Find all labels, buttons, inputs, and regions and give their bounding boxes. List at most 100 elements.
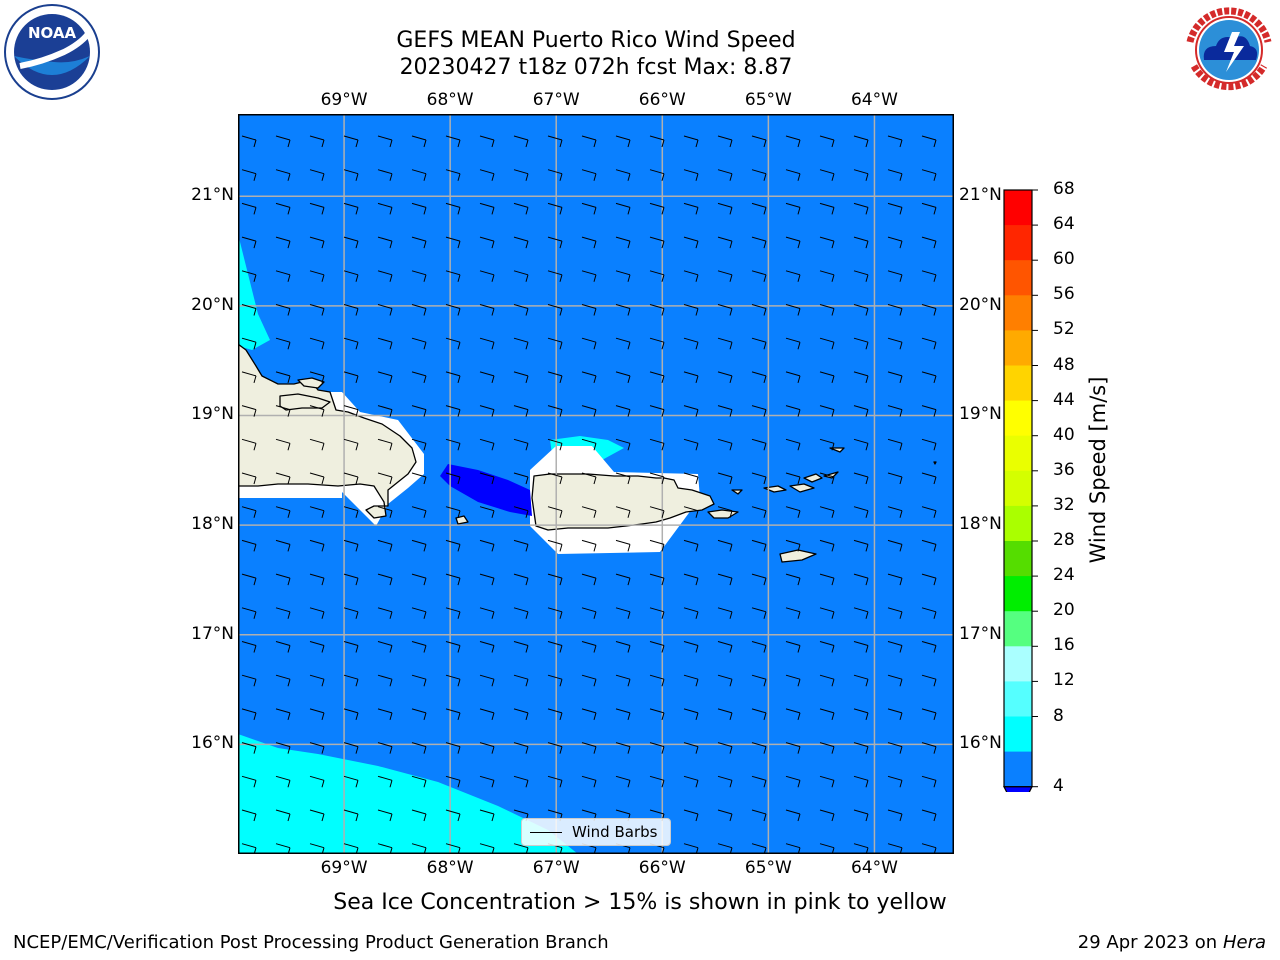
wind-barb (819, 775, 835, 788)
wind-barb (445, 202, 461, 215)
cyan-region-south (238, 734, 578, 854)
lon-tick-label-top: 64°W (850, 90, 898, 110)
wind-barb (921, 539, 937, 552)
anegada-island (829, 447, 845, 453)
samana-island (297, 377, 325, 389)
wind-barb (377, 506, 393, 518)
wind-barb (513, 775, 529, 788)
wind-barb (479, 708, 495, 721)
wind-barb (785, 742, 801, 754)
wind-barb (479, 539, 495, 552)
colorbar-tick-label: 36 (1053, 459, 1075, 480)
wind-barb (717, 236, 733, 249)
wind-barb (921, 202, 937, 215)
lat-tick-label-right: 16°N (959, 733, 1002, 754)
wind-barb (479, 270, 495, 282)
wind-barb (751, 438, 767, 451)
wind-barb (479, 573, 495, 586)
wind-barb (717, 135, 733, 148)
lat-tick-label-left: 21°N (191, 185, 234, 206)
wind-barb (683, 506, 699, 518)
wind-barb (819, 674, 835, 687)
wind-barb (445, 607, 461, 619)
wind-barb (921, 405, 937, 417)
wind-barb (819, 202, 835, 215)
wind-barb (921, 169, 937, 181)
colorbar-under-extension (1003, 786, 1033, 792)
wind-barb (547, 708, 563, 721)
wind-barb (785, 270, 801, 282)
wind-barb (649, 236, 665, 249)
lat-tick-label-left: 20°N (191, 294, 234, 315)
wind-barb (853, 202, 869, 215)
colorbar-segment (1004, 716, 1032, 753)
wind-barb (309, 304, 325, 316)
colorbar-tick-label: 44 (1053, 389, 1075, 410)
wind-barb (887, 708, 903, 721)
wind-barb (411, 539, 427, 552)
wind-barb (343, 809, 359, 822)
wind-barb (717, 472, 733, 485)
wind-barb (241, 539, 257, 552)
wind-barb (445, 506, 461, 518)
colorbar-tick-label: 32 (1053, 494, 1075, 515)
wind-barb (683, 270, 699, 282)
lat-tick-label-right: 21°N (959, 185, 1002, 206)
wind-barb (887, 809, 903, 822)
wind-barb (683, 438, 699, 451)
wind-barb (717, 539, 733, 552)
wind-barb (343, 472, 359, 485)
wind-barb (717, 405, 733, 417)
wind-barb (377, 169, 393, 181)
wind-barb (309, 236, 325, 249)
wind-barb (785, 472, 801, 485)
wind-barb (411, 438, 427, 451)
wind-barb (785, 573, 801, 586)
wind-barb (819, 405, 835, 417)
sea-ice-caption: Sea Ice Concentration > 15% is shown in … (333, 890, 947, 915)
wind-barb (751, 539, 767, 552)
wind-barb (751, 775, 767, 788)
wind-barb (411, 169, 427, 181)
wind-barb (887, 573, 903, 586)
wind-barb (751, 573, 767, 586)
wind-barb (751, 337, 767, 350)
wind-barb (717, 506, 733, 518)
wind-barb (445, 337, 461, 350)
wind-barb (411, 270, 427, 282)
wind-barb (853, 337, 869, 350)
footer-right-date: 29 Apr 2023 on Hera (1078, 932, 1266, 953)
wind-barb (241, 270, 257, 282)
lat-tick-label-right: 20°N (959, 294, 1002, 315)
wind-barbs (241, 135, 937, 854)
wind-barb (751, 674, 767, 687)
lon-tick-label-top: 66°W (638, 90, 686, 110)
wind-barb (615, 236, 631, 249)
wind-barb (309, 506, 325, 518)
colorbar-segment (1004, 505, 1032, 542)
wind-barb (581, 674, 597, 687)
wind-barb (377, 304, 393, 316)
wind-barb (649, 775, 665, 788)
wind-barb (309, 641, 325, 653)
wind-barb (649, 135, 665, 148)
wind-barb (683, 742, 699, 754)
wind-barb (717, 708, 733, 721)
wind-barb (751, 304, 767, 316)
wind-barb (343, 573, 359, 586)
wind-barb (921, 135, 937, 148)
wind-barb (479, 337, 495, 350)
wind-barb (547, 539, 563, 552)
noaa-logo: NOAA (4, 4, 100, 100)
wind-barb (581, 742, 597, 754)
wind-barb (377, 438, 393, 451)
wind-barb (309, 674, 325, 687)
wind-barb (343, 337, 359, 350)
wind-barb (819, 472, 835, 485)
wind-barb (649, 573, 665, 586)
wind-barb (241, 202, 257, 215)
wind-speed-colorbar (1003, 189, 1038, 792)
wind-barb (411, 135, 427, 148)
wind-barb (343, 371, 359, 384)
wind-barb (445, 169, 461, 181)
